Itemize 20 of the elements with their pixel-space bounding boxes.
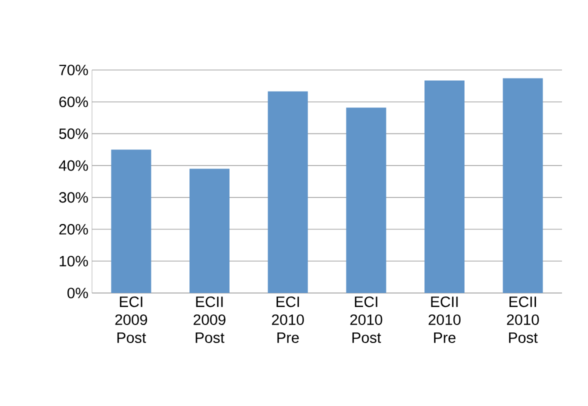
bar: [346, 108, 386, 293]
y-tick-label: 60%: [59, 96, 88, 108]
x-tick-label: ECI 2009 Post: [115, 296, 148, 343]
y-tick-label: 40%: [58, 160, 88, 171]
x-tick-label: ECII 2010 Post: [506, 296, 539, 343]
y-tick-label: 50%: [59, 128, 88, 139]
x-tick-label: ECII 2010 Pre: [428, 296, 461, 343]
x-tick-label: ECI 2010 Pre: [272, 296, 304, 343]
y-tick-label: 30%: [59, 192, 88, 203]
x-tick-label: ECII 2009 Post: [194, 296, 226, 343]
bar: [502, 78, 543, 293]
bar: [190, 168, 230, 293]
bar: [111, 150, 152, 293]
bar: [268, 91, 308, 293]
bar: [424, 80, 465, 293]
x-tick-label: ECI 2010 Post: [350, 296, 382, 343]
y-tick-label: 70%: [59, 64, 88, 76]
y-tick-label: 10%: [60, 256, 88, 266]
y-tick-label: 0%: [67, 288, 88, 298]
y-tick-label: 20%: [59, 224, 88, 235]
